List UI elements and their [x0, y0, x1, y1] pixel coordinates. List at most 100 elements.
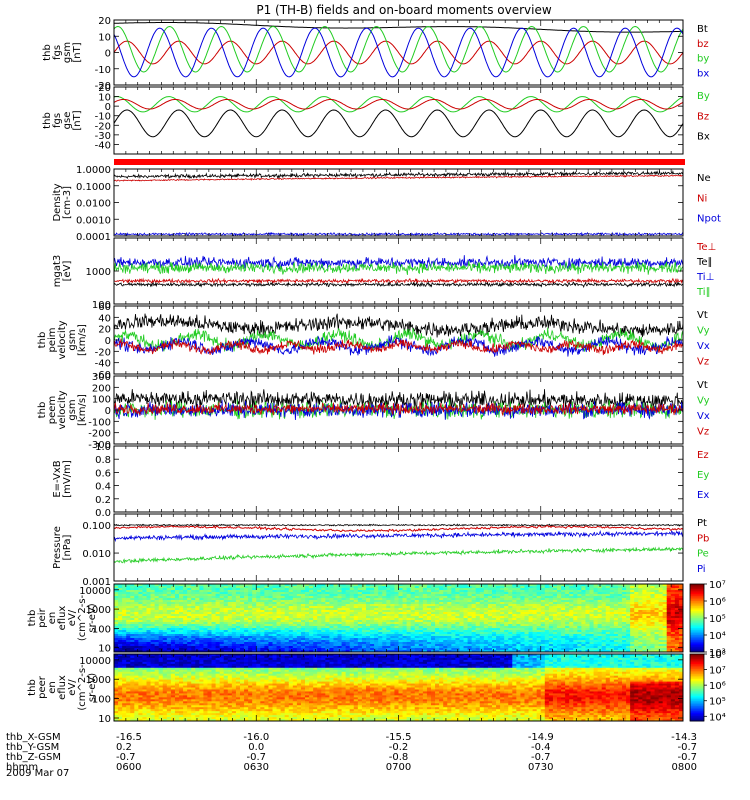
spectrogram-cell: [410, 640, 416, 643]
spectrogram-cell: [528, 616, 534, 619]
spectrogram-cell: [443, 618, 448, 621]
spectrogram-cell: [435, 590, 440, 593]
spectrogram-cell: [231, 640, 237, 643]
spectrogram-cell: [195, 632, 200, 635]
spectrogram-cell: [292, 608, 298, 611]
spectrogram-cell: [398, 640, 403, 643]
spectrogram-cell: [500, 610, 505, 613]
spectrogram-cell: [528, 586, 534, 589]
spectrogram-cell: [357, 616, 363, 619]
spectrogram-cell: [532, 606, 538, 609]
spectrogram-cell: [479, 600, 485, 603]
spectrogram-cell: [337, 640, 342, 643]
spectrogram-cell: [398, 584, 403, 587]
spectrogram-cell: [130, 592, 135, 595]
spectrogram-cell: [508, 636, 513, 639]
spectrogram-cell: [296, 626, 302, 629]
spectrogram-cell: [272, 588, 277, 591]
spectrogram-cell: [504, 622, 509, 625]
spectrogram-cell: [284, 646, 290, 649]
spectrogram-cell: [252, 636, 257, 639]
spectrogram-cell: [256, 642, 261, 645]
spectrogram-cell: [483, 604, 489, 607]
spectrogram-cell: [191, 588, 196, 591]
spectrogram-cell: [496, 622, 501, 625]
spectrogram-cell: [325, 624, 330, 627]
spectrogram-cell: [252, 634, 257, 637]
spectrogram-cell: [353, 606, 359, 609]
spectrogram-cell: [455, 604, 460, 607]
spectrogram-cell: [248, 626, 253, 629]
spectrogram-cell: [215, 648, 221, 651]
spectrogram-cell: [508, 608, 513, 611]
spectrogram-cell: [406, 584, 412, 587]
spectrogram-cell: [528, 614, 534, 617]
spectrogram-cell: [439, 644, 444, 647]
spectrogram-cell: [353, 590, 359, 593]
spectrogram-cell: [321, 638, 326, 641]
spectrogram-cell: [353, 618, 359, 621]
spectrogram-cell: [337, 638, 342, 641]
spectrogram-cell: [280, 628, 286, 631]
spectrogram-cell: [447, 592, 452, 595]
spectrogram-cell: [569, 628, 574, 631]
spectrogram-cell: [374, 592, 379, 595]
spectrogram-cell: [341, 620, 347, 623]
spectrogram-cell: [179, 584, 184, 587]
spectrogram-cell: [114, 596, 119, 599]
spectrogram-cell: [122, 598, 127, 601]
spectrogram-cell: [239, 624, 245, 627]
legend-entry: Bt: [697, 24, 708, 35]
spectrogram-cell: [585, 592, 590, 595]
spectrogram-cell: [300, 584, 306, 587]
spectrogram-cell: [516, 590, 521, 593]
spectrogram-cell: [166, 612, 172, 615]
spectrogram-cell: [244, 646, 249, 649]
spectrogram-cell: [154, 636, 160, 639]
spectrogram-cell: [345, 604, 351, 607]
spectrogram-cell: [532, 608, 538, 611]
spectrogram-cell: [406, 600, 412, 603]
spectrogram-cell: [215, 612, 221, 615]
spectrogram-cell: [215, 628, 221, 631]
spectrogram-cell: [276, 622, 282, 625]
spectrogram-cell: [491, 646, 497, 649]
spectrogram-cell: [305, 628, 310, 631]
spectrogram-cell: [276, 588, 282, 591]
spectrogram-cell: [138, 584, 143, 587]
spectrogram-cell: [406, 628, 412, 631]
spectrogram-cell: [496, 650, 501, 653]
spectrogram-cell: [199, 626, 204, 629]
spectrogram-cell: [467, 620, 473, 623]
spectrogram-cell: [500, 640, 505, 643]
spectrogram-cell: [361, 588, 367, 591]
spectrogram-cell: [130, 618, 135, 621]
spectrogram-cell: [280, 610, 286, 613]
spectrogram-cell: [317, 642, 322, 645]
spectrogram-cell: [386, 632, 391, 635]
spectrogram-cell: [496, 596, 501, 599]
spectrogram-cell: [239, 616, 245, 619]
spectrogram-cell: [325, 598, 330, 601]
spectrogram-cell: [264, 612, 269, 615]
spectrogram-cell: [252, 606, 257, 609]
spectrogram-cell: [378, 644, 383, 647]
spectrogram-cell: [321, 626, 326, 629]
spectrogram-cell: [496, 604, 501, 607]
spectrogram-cell: [565, 644, 570, 647]
spectrogram-cell: [288, 634, 294, 637]
spectrogram-cell: [402, 590, 408, 593]
spectrogram-cell: [158, 626, 164, 629]
spectrogram-cell: [463, 612, 468, 615]
spectrogram-cell: [390, 648, 395, 651]
spectrogram-cell: [402, 612, 408, 615]
spectrogram-cell: [333, 620, 338, 623]
spectrogram-cell: [329, 584, 334, 587]
spectrogram-cell: [325, 596, 330, 599]
spectrogram-cell: [329, 622, 334, 625]
spectrogram-cell: [532, 638, 538, 641]
spectrogram-cell: [235, 644, 241, 647]
spectrogram-cell: [557, 644, 562, 647]
spectrogram-cell: [398, 618, 403, 621]
spectrogram-cell: [353, 638, 359, 641]
